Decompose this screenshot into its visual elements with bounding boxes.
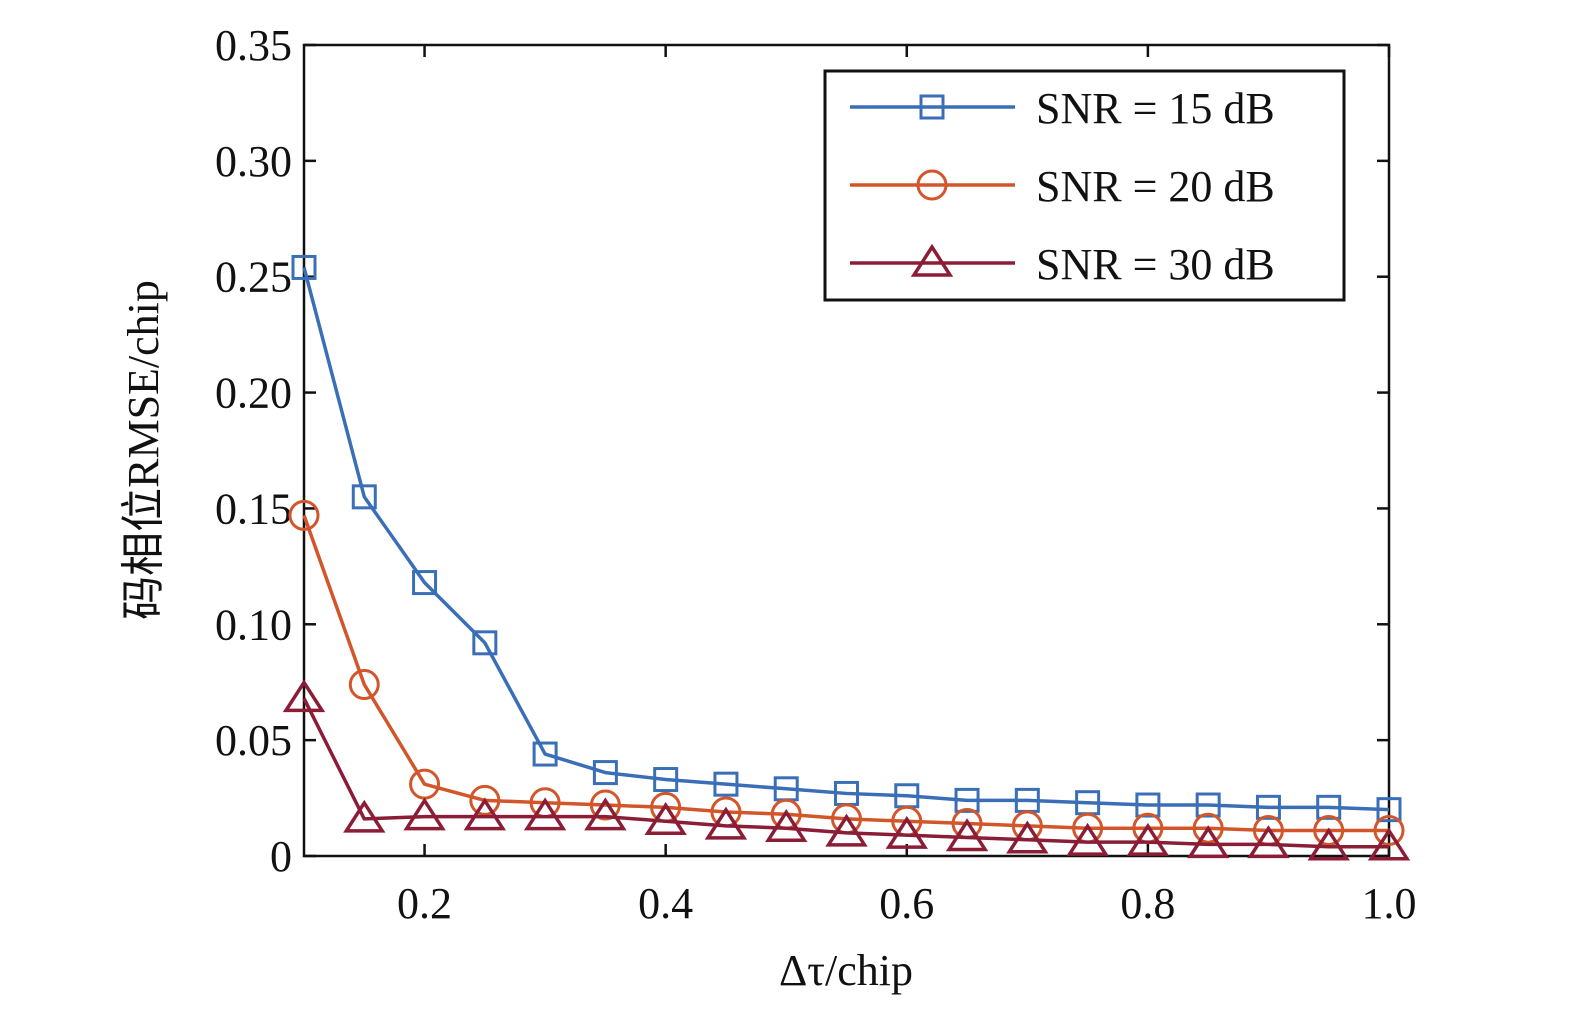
legend-marker [910,243,954,277]
data-point [412,570,438,596]
legend-item: SNR = 30 dB [850,240,1275,289]
x-tick-label: 0.6 [879,879,934,928]
y-tick-label: 0.30 [215,137,292,186]
legend-item: SNR = 15 dB [850,84,1275,133]
data-point [1247,825,1290,859]
x-axis: 0.2 0.4 0.6 0.8 1.0 [397,45,1417,928]
data-point [1307,827,1350,861]
legend-label: SNR = 30 dB [1036,240,1275,289]
y-tick-label: 0.15 [215,484,292,533]
data-point [532,741,558,767]
legend: SNR = 15 dB SNR = 20 dB SNR = 30 dB [823,69,1346,302]
data-point [1376,797,1402,823]
data-point [472,630,498,656]
data-point [1126,822,1170,856]
data-point [1066,822,1109,856]
data-point [1373,815,1405,847]
y-tick-label: 0.10 [215,600,292,649]
y-tick-label: 0.05 [215,716,292,765]
data-point [1255,794,1281,820]
data-point [765,808,808,842]
data-point [945,818,989,852]
data-point [589,789,621,821]
legend-label: SNR = 20 dB [1036,162,1275,211]
data-point [1313,815,1345,847]
series-line [302,697,1389,849]
y-tick-label: 0.35 [215,21,292,70]
x-tick-label: 0.4 [638,879,693,928]
data-point [704,806,748,840]
series-layer [282,254,1411,861]
data-point [1135,792,1161,818]
y-tick-label: 0 [270,832,292,881]
legend-item: SNR = 20 dB [850,162,1275,211]
x-axis-label: Δτ/chip [779,946,913,995]
data-point [1006,820,1049,854]
data-point [343,799,386,833]
data-point [713,771,739,797]
data-point [523,797,567,831]
data-point [825,813,868,847]
y-axis-label: 码相位RMSE/chip [119,280,168,620]
data-point [348,669,380,701]
data-point [291,254,317,280]
data-point [463,797,507,831]
legend-label: SNR = 15 dB [1036,84,1275,133]
series-line [302,267,1390,812]
x-tick-label: 0.2 [397,879,452,928]
data-point [282,679,326,713]
plot-frame [302,43,1391,858]
legend-marker [919,94,945,120]
series-triangle [282,679,1411,861]
data-point [1186,825,1230,859]
data-point [403,797,446,831]
data-point [954,787,980,813]
x-tick-label: 1.0 [1362,879,1417,928]
data-point [1316,794,1342,820]
y-axis: 0 0.05 0.10 0.15 0.20 0.25 0.30 0.35 [215,21,1389,881]
data-point [592,760,618,786]
x-tick-label: 0.8 [1120,879,1175,928]
series-square [291,254,1402,823]
data-point [653,767,679,793]
y-tick-label: 0.25 [215,253,292,302]
data-point [1192,812,1224,844]
y-tick-label: 0.20 [215,369,292,418]
data-point [469,784,501,816]
data-point [885,815,928,849]
legend-marker [916,169,948,201]
data-point [1367,827,1411,861]
data-point [1195,792,1221,818]
data-point [584,797,627,831]
data-point [288,499,320,531]
data-point [351,484,377,510]
data-point [644,802,687,835]
